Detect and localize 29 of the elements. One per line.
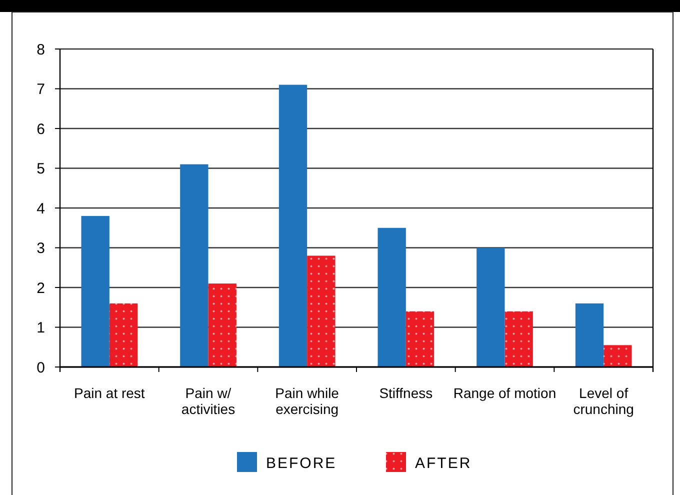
y-tick-label: 2 — [36, 280, 45, 297]
y-tick-label: 6 — [36, 120, 45, 138]
bar — [575, 303, 604, 367]
y-tick-label: 4 — [36, 200, 45, 218]
x-tick-label: Level of crunching — [573, 385, 634, 417]
bar — [278, 84, 308, 367]
x-tick-label: Stiffness — [379, 385, 433, 401]
y-tick-label: 5 — [36, 160, 45, 178]
legend-label: BEFORE — [266, 455, 337, 472]
bar — [406, 311, 434, 367]
y-tick-label: 0 — [36, 359, 45, 376]
x-tick-label: Pain at rest — [74, 385, 145, 401]
bar — [504, 311, 533, 367]
bar — [109, 303, 138, 367]
bar — [476, 248, 505, 367]
x-tick-label: Range of motion — [453, 385, 556, 401]
y-tick-label: 3 — [36, 240, 45, 257]
bar — [378, 228, 406, 367]
x-tick-label: Pain while exercising — [275, 385, 340, 417]
y-tick-label: 7 — [36, 81, 45, 98]
bar — [604, 345, 632, 367]
bar — [180, 164, 208, 367]
y-tick-label: 1 — [36, 320, 45, 336]
x-tick-label: Pain w/ activities — [181, 385, 236, 417]
bar — [208, 284, 236, 367]
bar — [81, 216, 110, 367]
y-tick-label: 8 — [36, 41, 45, 58]
bar — [307, 256, 336, 367]
legend-label: AFTER — [415, 455, 472, 472]
